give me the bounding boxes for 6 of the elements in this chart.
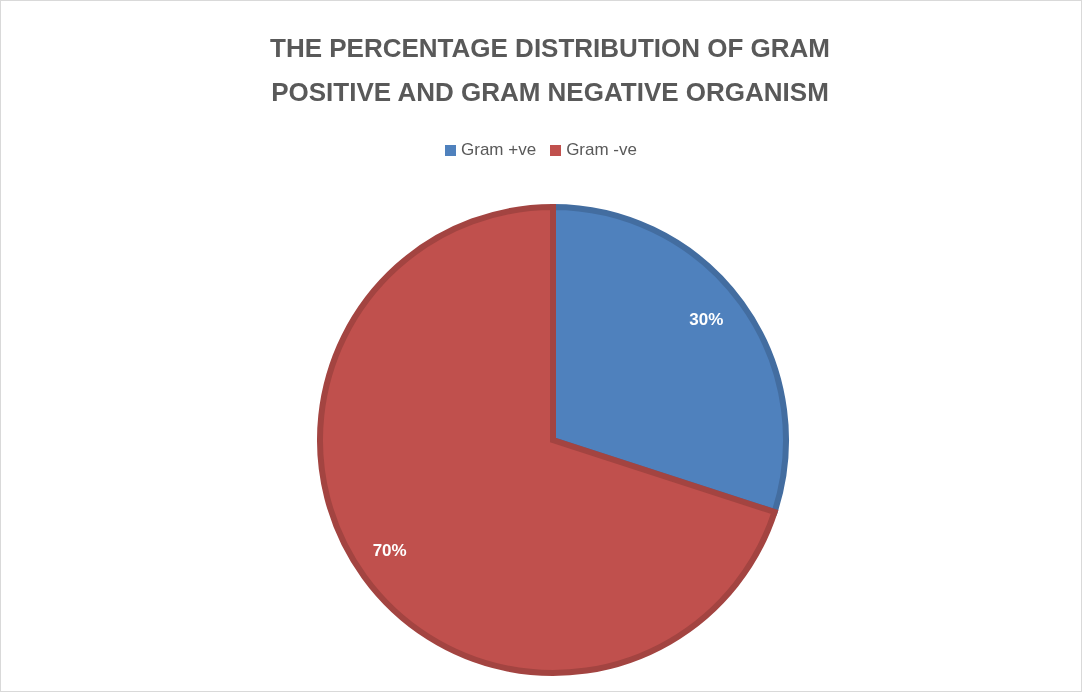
data-label: 30%: [689, 310, 724, 330]
pie-slice: [317, 204, 778, 676]
data-label: 70%: [372, 540, 407, 560]
chart-title: THE PERCENTAGE DISTRIBUTION OF GRAM POSITIVE AND GRAM NEGATIVE ORGANISM: [269, 32, 831, 109]
legend-label: Gram +ve: [461, 140, 537, 160]
legend-label: Gram -ve: [566, 140, 637, 160]
